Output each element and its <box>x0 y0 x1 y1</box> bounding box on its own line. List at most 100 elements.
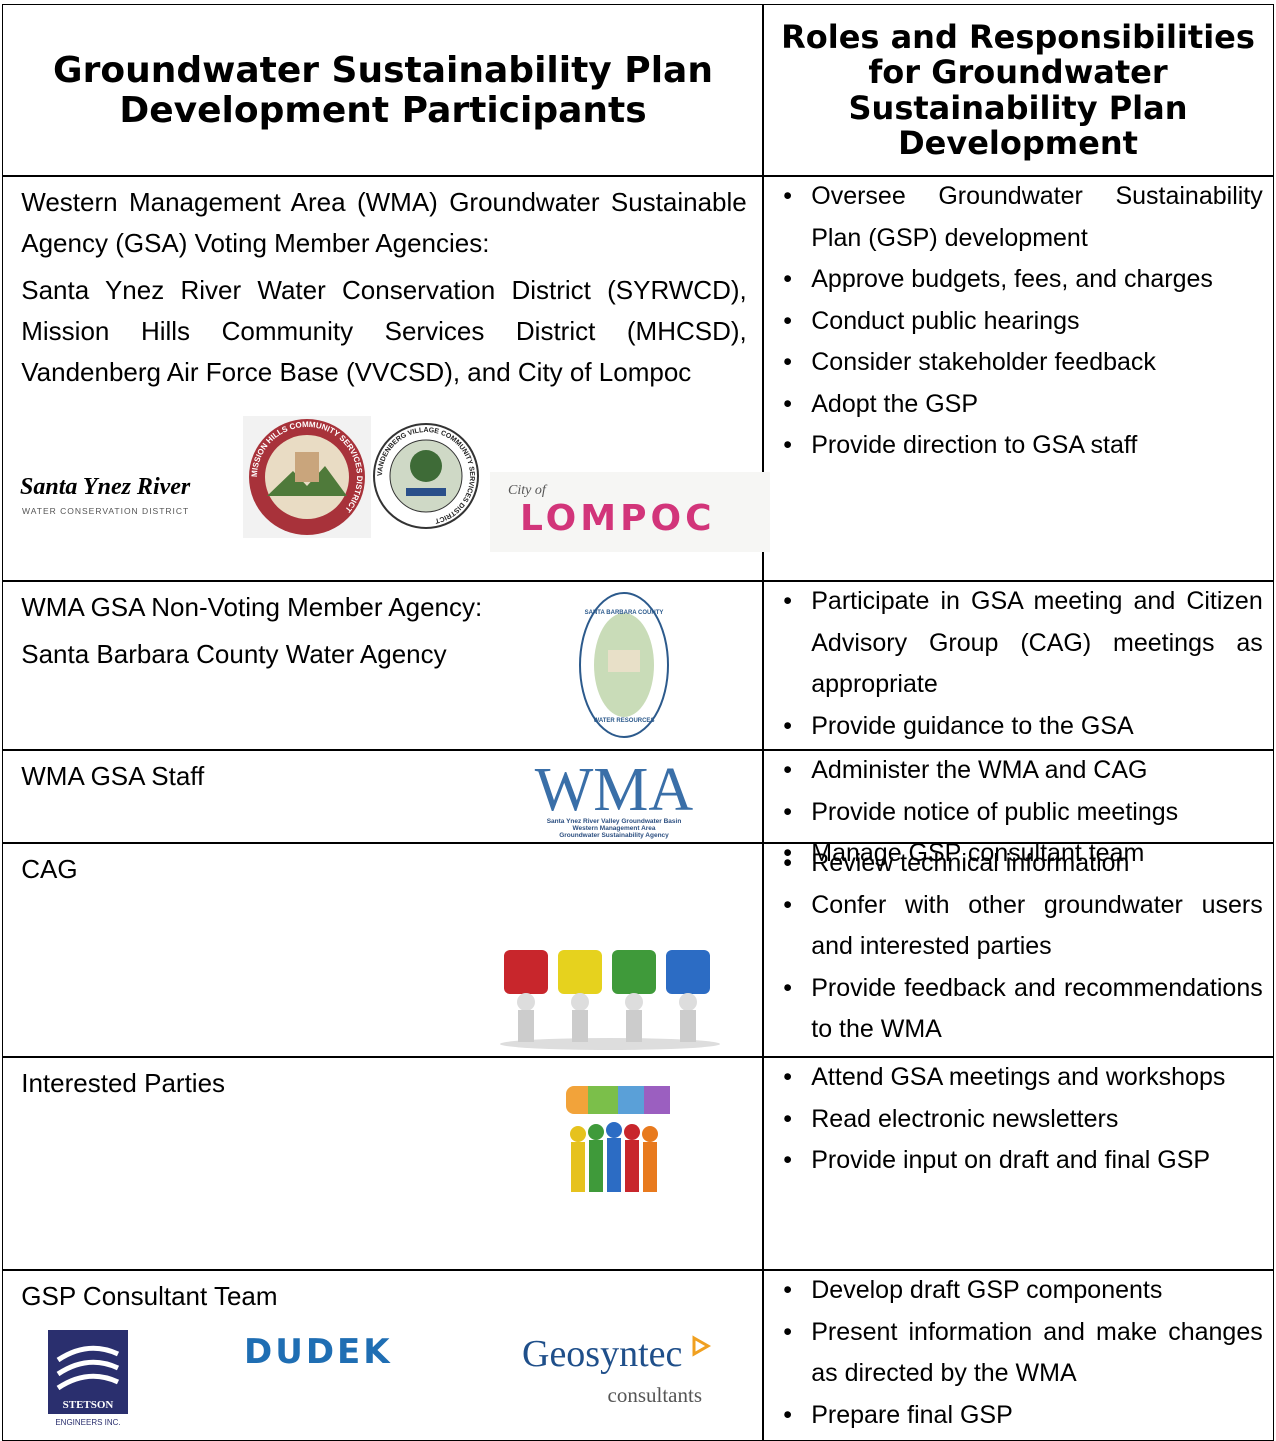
syrwcd-logo: Santa Ynez River WATER CONSERVATION DIST… <box>20 474 191 516</box>
seal-text: WATER RESOURCES <box>594 718 655 724</box>
roles-cell: Oversee Groundwater Sustainability Plan … <box>762 175 1274 582</box>
logo-text: Western Management Area <box>572 825 655 832</box>
figure <box>612 950 656 1042</box>
roles-list: Oversee Groundwater Sustainability Plan … <box>775 176 1263 467</box>
participant-text: WMA GSA Staff <box>21 761 205 792</box>
shape <box>588 1124 604 1140</box>
geosyntec-logo: Geosyntec consultants <box>522 1333 712 1407</box>
shape <box>571 993 589 1011</box>
figure <box>504 950 548 1042</box>
participant-text: Santa Barbara County Water Agency <box>21 639 447 670</box>
roles-cell: Attend GSA meetings and workshopsRead el… <box>762 1056 1274 1271</box>
logo-waves <box>56 1345 120 1391</box>
logo-text: WATER CONSERVATION DISTRICT <box>22 506 189 516</box>
mhcsd-seal: MISSION HILLS COMMUNITY SERVICES DISTRIC… <box>243 416 371 538</box>
role-item: Provide feedback and recommendations to … <box>775 968 1263 1051</box>
shape <box>517 993 535 1011</box>
seal-tree <box>410 450 442 482</box>
role-item: Develop draft GSP components <box>775 1270 1263 1312</box>
logo-text: Santa Ynez River <box>20 474 191 500</box>
roles-list: Participate in GSA meeting and Citizen A… <box>775 581 1263 747</box>
roles-cell: Administer the WMA and CAGProvide notice… <box>762 749 1274 874</box>
dudek-logo: DUDEK <box>244 1332 393 1372</box>
role-item: Administer the WMA and CAG <box>775 750 1263 792</box>
role-item: Review technical information <box>775 843 1263 885</box>
speech-bubble <box>588 1086 618 1114</box>
logo-bg <box>490 472 770 552</box>
participant-cell: Western Management Area (WMA) Groundwate… <box>2 175 764 582</box>
shape <box>612 950 656 994</box>
role-item: Read electronic newsletters <box>775 1099 1263 1141</box>
shape <box>624 1124 640 1140</box>
roles-cell: Participate in GSA meeting and Citizen A… <box>762 580 1274 751</box>
shape <box>571 1142 585 1192</box>
seal-mission <box>295 452 319 482</box>
sbc-seal: SANTA BARBARA COUNTY WATER RESOURCES <box>579 592 669 738</box>
seal-water <box>406 488 446 496</box>
header-cell: Roles and Responsibilities for Groundwat… <box>762 4 1274 177</box>
logo-text: consultants <box>608 1383 703 1407</box>
logo-text: Santa Ynez River Valley Groundwater Basi… <box>547 818 682 825</box>
logo-text: Geosyntec <box>522 1333 682 1375</box>
parties-illustration <box>566 1086 670 1192</box>
header-cell: Groundwater Sustainability Plan Developm… <box>2 4 764 177</box>
logo-text: Groundwater Sustainability Agency <box>559 832 669 839</box>
participant-text: Interested Parties <box>21 1068 226 1099</box>
logo-text: LOMPOC <box>520 498 716 539</box>
role-item: Consider stakeholder feedback <box>775 342 1263 384</box>
logo-text: ENGINEERS INC. <box>55 1418 120 1427</box>
participant-cell: WMA GSA Non-Voting Member Agency: Santa B… <box>2 580 764 751</box>
role-item: Adopt the GSP <box>775 384 1263 426</box>
role-item: Participate in GSA meeting and Citizen A… <box>775 581 1263 706</box>
roles-list: Develop draft GSP componentsPresent info… <box>775 1270 1263 1436</box>
seal-building <box>608 650 640 672</box>
crowd <box>570 1122 658 1192</box>
role-item: Oversee Groundwater Sustainability Plan … <box>775 176 1263 259</box>
role-item: Prepare final GSP <box>775 1395 1263 1437</box>
shape <box>606 1122 622 1138</box>
logo-text: WMA <box>535 756 694 824</box>
header-text: Roles and Responsibilities for Groundwat… <box>781 18 1255 162</box>
lompoc-logo: City of LOMPOC <box>490 472 770 552</box>
logo-text: DUDEK <box>244 1332 393 1372</box>
stetson-logo: STETSON ENGINEERS INC. <box>48 1330 128 1427</box>
shape <box>680 1010 696 1042</box>
shape <box>625 993 643 1011</box>
shadow <box>500 1038 720 1050</box>
shape <box>572 1010 588 1042</box>
participant-text: WMA GSA Non-Voting Member Agency: <box>21 592 483 623</box>
role-item: Provide direction to GSA staff <box>775 425 1263 467</box>
wma-logo: WMA Santa Ynez River Valley Groundwater … <box>535 756 694 839</box>
shape <box>558 950 602 994</box>
role-item: Approve budgets, fees, and charges <box>775 259 1263 301</box>
speech-bubble <box>644 1086 670 1114</box>
roles-cell: Review technical informationConfer with … <box>762 842 1274 1058</box>
figure <box>666 950 710 1042</box>
seal-hills <box>267 466 347 496</box>
participant-text: GSP Consultant Team <box>21 1281 278 1312</box>
role-item: Provide notice of public meetings <box>775 792 1263 834</box>
role-item: Conduct public hearings <box>775 301 1263 343</box>
shape <box>504 950 548 994</box>
figure <box>558 950 602 1042</box>
shape <box>518 1010 534 1042</box>
logo-mark <box>692 1335 712 1357</box>
shape <box>643 1142 657 1192</box>
logo-text: STETSON <box>63 1399 114 1411</box>
speech-bubble <box>618 1086 644 1114</box>
shape <box>625 1140 639 1192</box>
roles-cell: Develop draft GSP componentsPresent info… <box>762 1269 1274 1441</box>
participant-text: Santa Ynez River Water Conservation Dist… <box>21 275 747 388</box>
participant-cell: CAG <box>2 842 764 1058</box>
role-item: Provide input on draft and final GSP <box>775 1140 1263 1182</box>
shape <box>607 1138 621 1192</box>
participant-cell: WMA GSA Staff <box>2 749 764 844</box>
cag-illustration <box>500 950 720 1050</box>
participant-text: Western Management Area (WMA) Groundwate… <box>21 187 747 259</box>
shape <box>666 950 710 994</box>
seal-text: SANTA BARBARA COUNTY <box>585 610 664 616</box>
logo-text: City of <box>508 483 548 498</box>
roles-list: Attend GSA meetings and workshopsRead el… <box>775 1057 1263 1182</box>
